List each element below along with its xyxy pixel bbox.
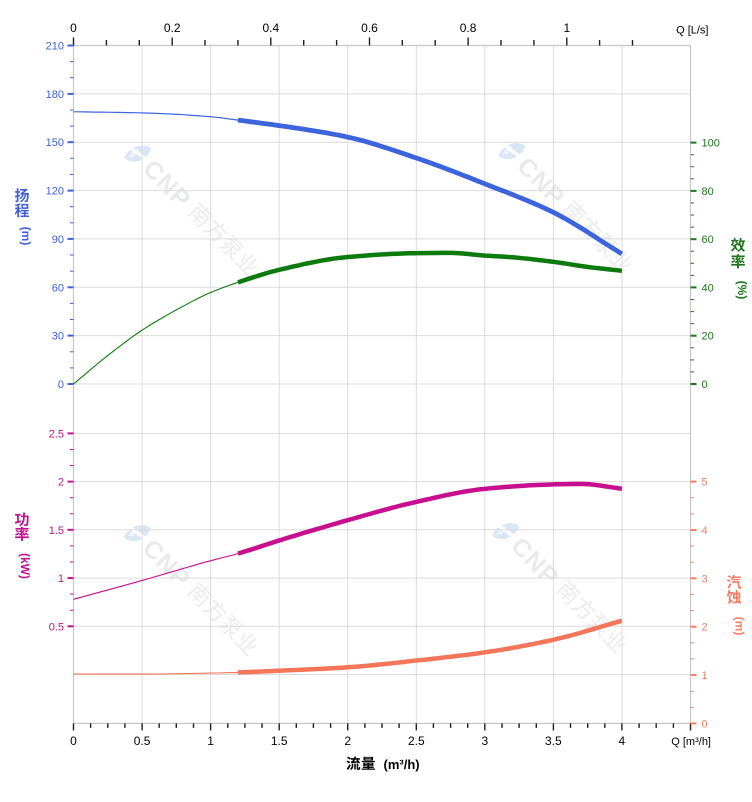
svg-text:5: 5: [702, 477, 708, 489]
svg-text:(%): (%): [735, 281, 749, 300]
svg-text:150: 150: [46, 137, 64, 149]
svg-text:(m): (m): [19, 227, 33, 246]
svg-text:2.5: 2.5: [408, 734, 425, 748]
svg-text:0.4: 0.4: [262, 21, 279, 35]
svg-text:2: 2: [344, 734, 351, 748]
svg-text:4: 4: [619, 734, 626, 748]
svg-text:(m³/h): (m³/h): [384, 757, 420, 772]
svg-text:40: 40: [702, 282, 714, 294]
svg-text:0: 0: [58, 379, 64, 391]
svg-text:60: 60: [702, 234, 714, 246]
svg-text:180: 180: [46, 89, 64, 101]
svg-text:210: 210: [46, 41, 64, 53]
svg-text:2: 2: [702, 622, 708, 634]
svg-text:0.8: 0.8: [460, 21, 477, 35]
svg-text:20: 20: [702, 331, 714, 343]
svg-text:2.5: 2.5: [49, 428, 64, 440]
svg-text:Q [m³/h]: Q [m³/h]: [671, 736, 711, 748]
svg-text:0: 0: [70, 734, 77, 748]
svg-text:(m): (m): [733, 617, 747, 636]
svg-text:1.5: 1.5: [49, 525, 64, 537]
svg-text:3: 3: [481, 734, 488, 748]
svg-text:1: 1: [702, 670, 708, 682]
svg-text:1: 1: [563, 21, 570, 35]
svg-text:0: 0: [70, 21, 77, 35]
svg-text:0.5: 0.5: [49, 621, 64, 633]
svg-text:1: 1: [207, 734, 214, 748]
svg-text:120: 120: [46, 186, 64, 198]
svg-text:0.2: 0.2: [164, 21, 181, 35]
svg-text:60: 60: [52, 282, 64, 294]
svg-text:0: 0: [702, 379, 708, 391]
svg-text:0: 0: [702, 718, 708, 730]
svg-text:80: 80: [702, 186, 714, 198]
svg-text:0.5: 0.5: [134, 734, 151, 748]
svg-text:3: 3: [702, 573, 708, 585]
svg-text:90: 90: [52, 234, 64, 246]
svg-text:3.5: 3.5: [545, 734, 562, 748]
svg-text:Q [L/s]: Q [L/s]: [676, 25, 708, 37]
svg-text:(kW): (kW): [18, 553, 32, 579]
svg-text:4: 4: [702, 525, 708, 537]
svg-text:0.6: 0.6: [361, 21, 378, 35]
svg-text:100: 100: [702, 138, 720, 150]
svg-text:1: 1: [58, 573, 64, 585]
svg-text:2: 2: [58, 477, 64, 489]
svg-text:1.5: 1.5: [271, 734, 288, 748]
svg-text:30: 30: [52, 331, 64, 343]
